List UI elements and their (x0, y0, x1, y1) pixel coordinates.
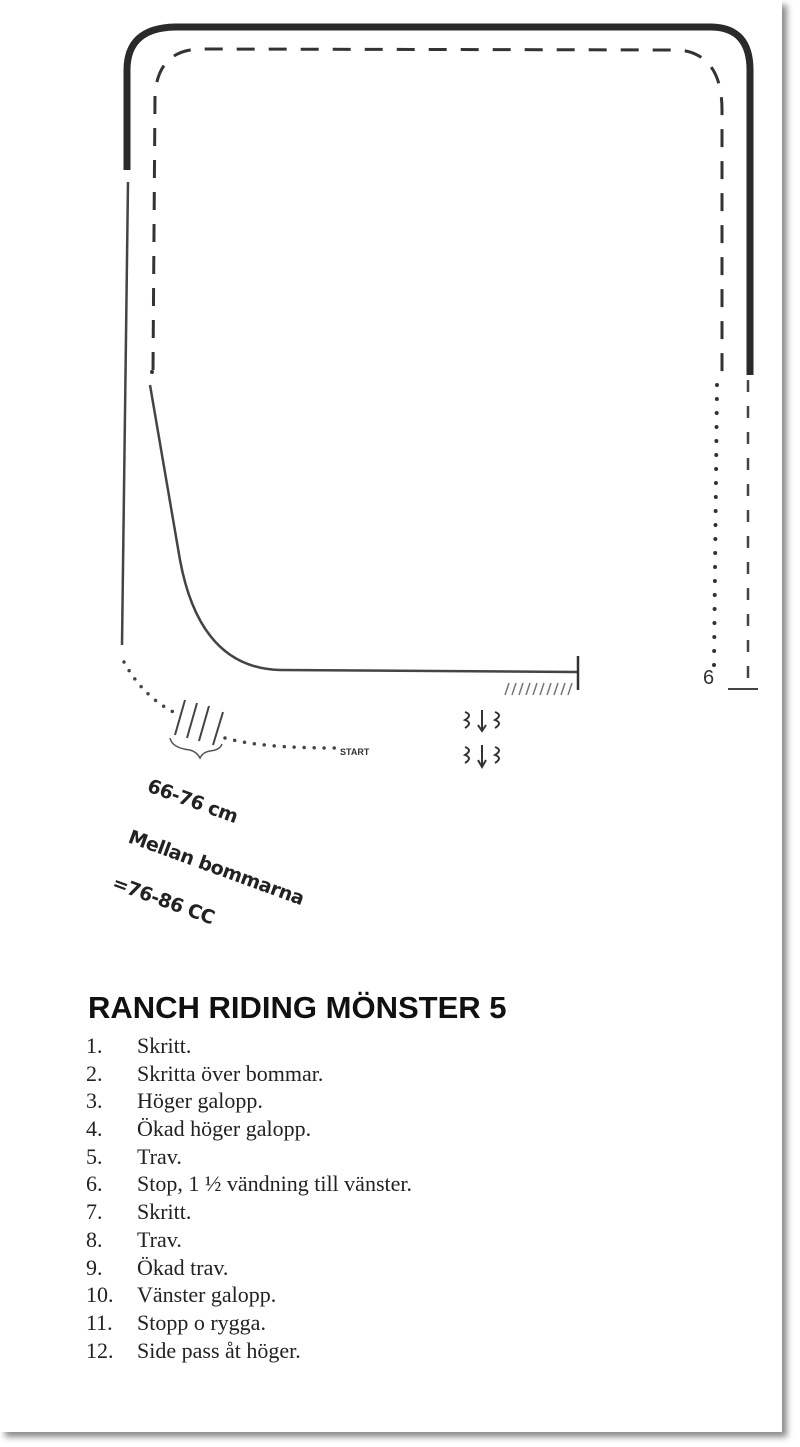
step-text: Skritt. (137, 1033, 192, 1058)
step-text: Side pass åt höger. (137, 1337, 301, 1363)
step-number: 9. (86, 1254, 103, 1280)
marker-6: 6 (703, 667, 714, 689)
step-text: Trav. (137, 1143, 182, 1169)
step-text: Stop, 1 ½ vändning till vänster. (137, 1171, 412, 1197)
list-item: 6. Stop, 1 ½ vändning till vänster. (86, 1170, 412, 1198)
poles-brace (169, 737, 223, 760)
step-number: 11. (86, 1309, 113, 1335)
document-page (0, 0, 782, 1432)
step-number: 5. (86, 1143, 103, 1169)
list-item: 7. Skritt. (86, 1198, 412, 1226)
step-text: Skritta över bommar. (137, 1060, 324, 1086)
lope-path-curve (148, 384, 579, 674)
step-text: Vänster galopp. (137, 1282, 277, 1308)
step-text: Ökad höger galopp. (137, 1116, 312, 1142)
walk-path-start (122, 660, 337, 750)
step-number: 3. (86, 1088, 103, 1114)
list-item: 1. Skritt. (86, 1032, 412, 1060)
start-label: START (340, 747, 370, 757)
step-text: Trav. (137, 1226, 182, 1252)
list-item: 5. Trav. (86, 1143, 412, 1171)
step-number: 8. (86, 1226, 103, 1252)
ground-poles (174, 699, 224, 746)
pattern-diagram: 6 START (120, 23, 758, 770)
step-number: 2. (86, 1060, 103, 1086)
list-item: 9. Ökad trav. (86, 1254, 412, 1282)
list-item: 2. Skritta över bommar. (86, 1060, 412, 1088)
step-text: Skritt. (137, 1199, 192, 1225)
step-number: 10. (86, 1282, 114, 1308)
stop-hatch (504, 682, 573, 696)
walk-path-right (712, 383, 719, 667)
spin-arrows-icon (462, 710, 500, 770)
step-number: 1. (86, 1033, 103, 1058)
list-item: 8. Trav. (86, 1226, 412, 1254)
step-number: 12. (86, 1337, 114, 1363)
steps-list: 1. Skritt. 2. Skritta över bommar. 3. Höger… (86, 1032, 412, 1364)
list-item: 10. Vänster galopp. (86, 1281, 412, 1309)
lope-path-left (120, 181, 130, 646)
page-title: RANCH RIDING MÖNSTER 5 (88, 990, 507, 1025)
step-text: Höger galopp. (137, 1088, 263, 1114)
step-text: Stopp o rygga. (137, 1309, 266, 1335)
extended-lope-path (123, 23, 754, 375)
step-text: Ökad trav. (137, 1254, 229, 1280)
step-number: 4. (86, 1116, 103, 1142)
step-number: 7. (86, 1199, 103, 1225)
trot-path (151, 47, 724, 380)
list-item: 3. Höger galopp. (86, 1087, 412, 1115)
list-item: 12. Side pass åt höger. (86, 1337, 412, 1365)
list-item: 4. Ökad höger galopp. (86, 1115, 412, 1143)
step-number: 6. (86, 1171, 103, 1197)
list-item: 11. Stopp o rygga. (86, 1309, 412, 1337)
